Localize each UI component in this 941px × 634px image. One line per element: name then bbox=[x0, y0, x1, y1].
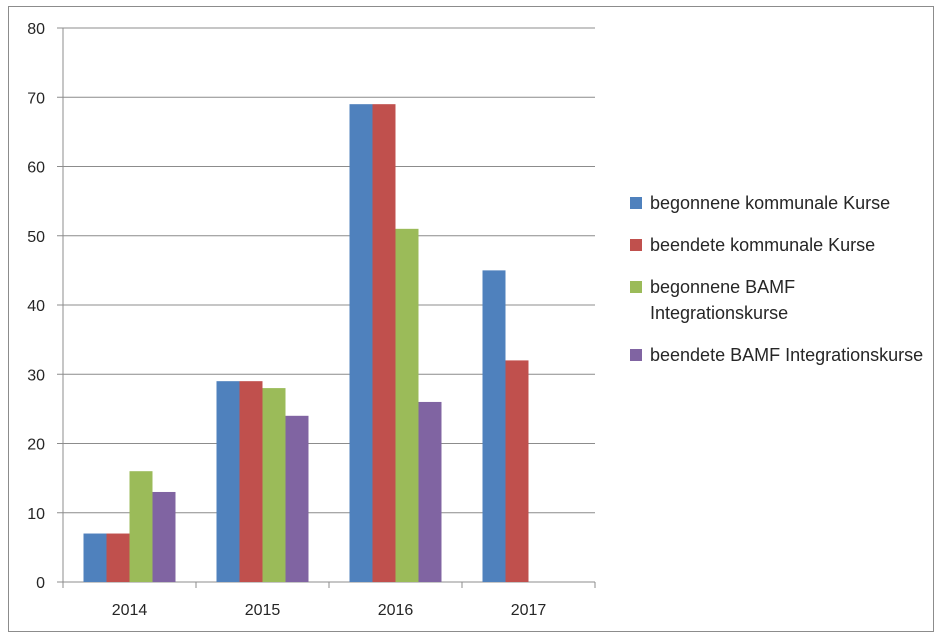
ytick-label-0: 0 bbox=[36, 575, 45, 592]
ytick-label-10: 10 bbox=[27, 506, 45, 523]
bar-2014-series-3 bbox=[129, 471, 153, 582]
legend-item-beendete-bamf: beendete BAMF Integrationskurse bbox=[630, 342, 935, 368]
ytick-label-50: 50 bbox=[27, 229, 45, 246]
legend-label-begonnene-kommunale: begonnene kommunale Kurse bbox=[650, 193, 891, 213]
bar-2014-series-2 bbox=[106, 533, 130, 582]
legend-swatch-begonnene-bamf bbox=[630, 281, 642, 293]
ytick-label-20: 20 bbox=[27, 437, 45, 454]
ytick-label-80: 80 bbox=[27, 21, 45, 38]
legend-swatch-begonnene-kommunale bbox=[630, 197, 642, 209]
bar-2015-series-4 bbox=[285, 415, 309, 582]
legend-item-begonnene-bamf: begonnene BAMF Integrationskurse bbox=[630, 274, 935, 326]
bar-2015-series-3 bbox=[262, 388, 286, 582]
legend-label-beendete-kommunale: beendete kommunale Kurse bbox=[650, 235, 876, 255]
bar-2015-series-1 bbox=[216, 381, 240, 582]
ytick-label-40: 40 bbox=[27, 298, 45, 315]
bar-2015-series-2 bbox=[239, 381, 263, 582]
legend-item-begonnene-kommunale: begonnene kommunale Kurse bbox=[630, 190, 935, 216]
xtick-label-2016: 2016 bbox=[378, 602, 414, 619]
xtick-label-2015: 2015 bbox=[245, 602, 281, 619]
ytick-label-60: 60 bbox=[27, 160, 45, 177]
bar-2014-series-1 bbox=[83, 533, 107, 582]
legend-item-beendete-kommunale: beendete kommunale Kurse bbox=[630, 232, 935, 258]
legend-swatch-beendete-kommunale bbox=[630, 239, 642, 251]
bar-2017-series-2 bbox=[505, 360, 529, 582]
bar-2016-series-4 bbox=[418, 401, 442, 582]
bar-2016-series-1 bbox=[349, 104, 373, 583]
legend-swatch-beendete-bamf bbox=[630, 349, 642, 361]
chart-legend: begonnene kommunale Kurse beendete kommu… bbox=[630, 190, 935, 384]
ytick-label-30: 30 bbox=[27, 367, 45, 384]
bar-2014-series-4 bbox=[152, 491, 176, 582]
bar-2017-series-1 bbox=[482, 270, 506, 582]
xtick-label-2017: 2017 bbox=[511, 602, 547, 619]
bar-2016-series-3 bbox=[395, 228, 419, 582]
bar-2016-series-2 bbox=[372, 104, 396, 583]
ytick-label-70: 70 bbox=[27, 90, 45, 107]
legend-label-begonnene-bamf: begonnene BAMF Integrationskurse bbox=[650, 277, 796, 323]
legend-label-beendete-bamf: beendete BAMF Integrationskurse bbox=[650, 345, 924, 365]
xtick-label-2014: 2014 bbox=[112, 602, 148, 619]
chart-frame bbox=[8, 6, 934, 632]
